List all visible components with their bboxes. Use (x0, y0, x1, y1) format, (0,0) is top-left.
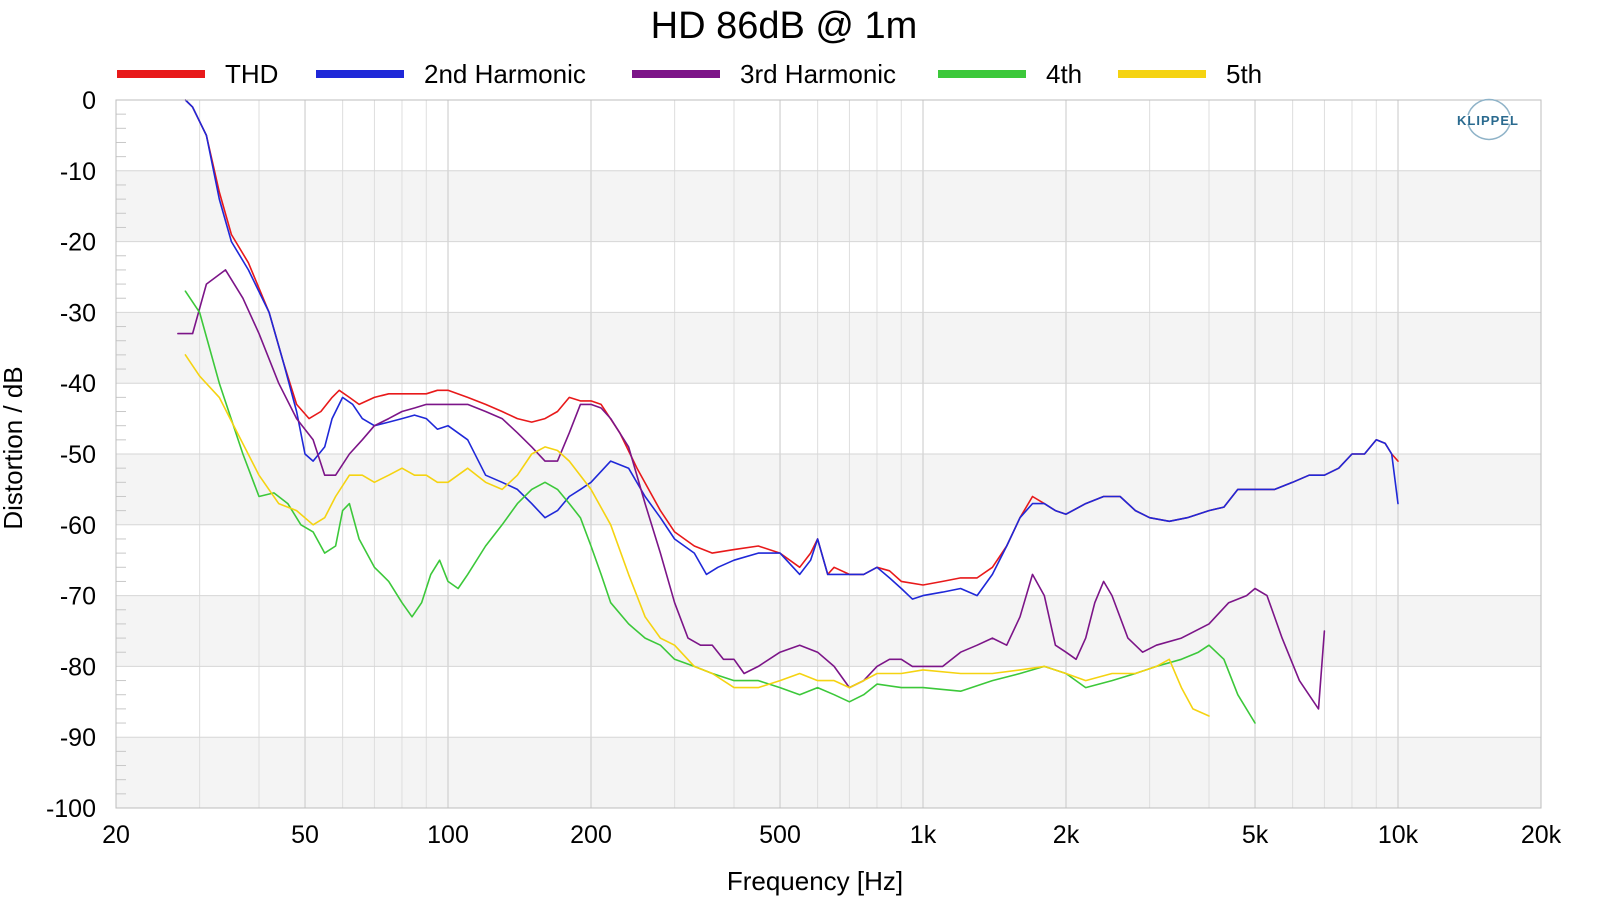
x-tick-label: 2k (1053, 821, 1080, 849)
legend-label: 4th (1046, 59, 1082, 89)
logo-text: KLIPPEL (1457, 113, 1519, 128)
x-tick-label: 1k (910, 821, 937, 849)
x-tick-label: 500 (759, 821, 801, 849)
x-tick-label: 200 (570, 821, 612, 849)
y-tick-label: -40 (60, 370, 96, 398)
x-axis-label: Frequency [Hz] (727, 866, 903, 896)
plot-band (116, 241, 1541, 313)
legend-swatch (938, 70, 1026, 78)
legend-label: 2nd Harmonic (424, 59, 586, 89)
legend-item-2nd-harmonic: 2nd Harmonic (316, 59, 586, 89)
x-tick-label: 10k (1378, 821, 1419, 849)
y-tick-label: -50 (60, 441, 96, 469)
legend-label: 3rd Harmonic (740, 59, 896, 89)
plot-band (116, 737, 1541, 808)
logo-arc-bottom (1467, 123, 1511, 141)
y-tick-label: -10 (60, 158, 96, 186)
legend-swatch (632, 70, 720, 78)
plot-band (116, 100, 1541, 171)
y-axis-ticks: 0 -10 -20 -30 -40 -50 -60 -70 -80 -90 -100 (46, 87, 96, 823)
x-tick-label: 5k (1242, 821, 1269, 849)
series-line-2nd-harmonic (184, 99, 1399, 600)
legend-swatch (117, 70, 205, 78)
klippel-logo: KLIPPEL (1457, 98, 1519, 141)
plot-band (116, 524, 1541, 596)
y-tick-label: -20 (60, 229, 96, 257)
legend-label: THD (225, 59, 278, 89)
y-tick-label: -70 (60, 583, 96, 611)
plot-band (116, 454, 1541, 525)
legend-swatch (1118, 70, 1206, 78)
plot-area (116, 100, 1541, 808)
chart-title: HD 86dB @ 1m (651, 5, 918, 47)
x-axis-ticks: 20 50 100 200 500 1k 2k 5k 10k 20k (102, 821, 1562, 849)
legend-item-thd: THD (117, 59, 278, 89)
legend-label: 5th (1226, 59, 1262, 89)
logo-arc (1467, 98, 1511, 116)
legend-swatch (316, 70, 404, 78)
plot-band (116, 595, 1541, 667)
series-line-3rd-harmonic (177, 269, 1326, 710)
plot-band (116, 383, 1541, 454)
y-axis-label: Distortion / dB (0, 366, 28, 529)
series-line-5th (184, 354, 1210, 717)
plot-band (116, 170, 1541, 242)
x-tick-label: 100 (427, 821, 469, 849)
legend-item-4th: 4th (938, 59, 1082, 89)
y-tick-label: -60 (60, 512, 96, 540)
x-tick-label: 20 (102, 821, 130, 849)
y-tick-label: -80 (60, 653, 96, 681)
legend: THD 2nd Harmonic 3rd Harmonic 4th 5th (117, 59, 1262, 89)
plot-band (116, 666, 1541, 738)
plot-border (115, 99, 1542, 809)
y-tick-label: -30 (60, 299, 96, 327)
plot-band (116, 312, 1541, 384)
legend-item-3rd-harmonic: 3rd Harmonic (632, 59, 896, 89)
y-tick-label: -90 (60, 724, 96, 752)
series-layer (177, 99, 1399, 724)
y-tick-label: -100 (46, 795, 96, 823)
legend-item-5th: 5th (1118, 59, 1262, 89)
x-tick-label: 20k (1521, 821, 1562, 849)
y-tick-label: 0 (82, 87, 96, 115)
x-tick-label: 50 (291, 821, 319, 849)
plot-frame (115, 99, 1542, 809)
